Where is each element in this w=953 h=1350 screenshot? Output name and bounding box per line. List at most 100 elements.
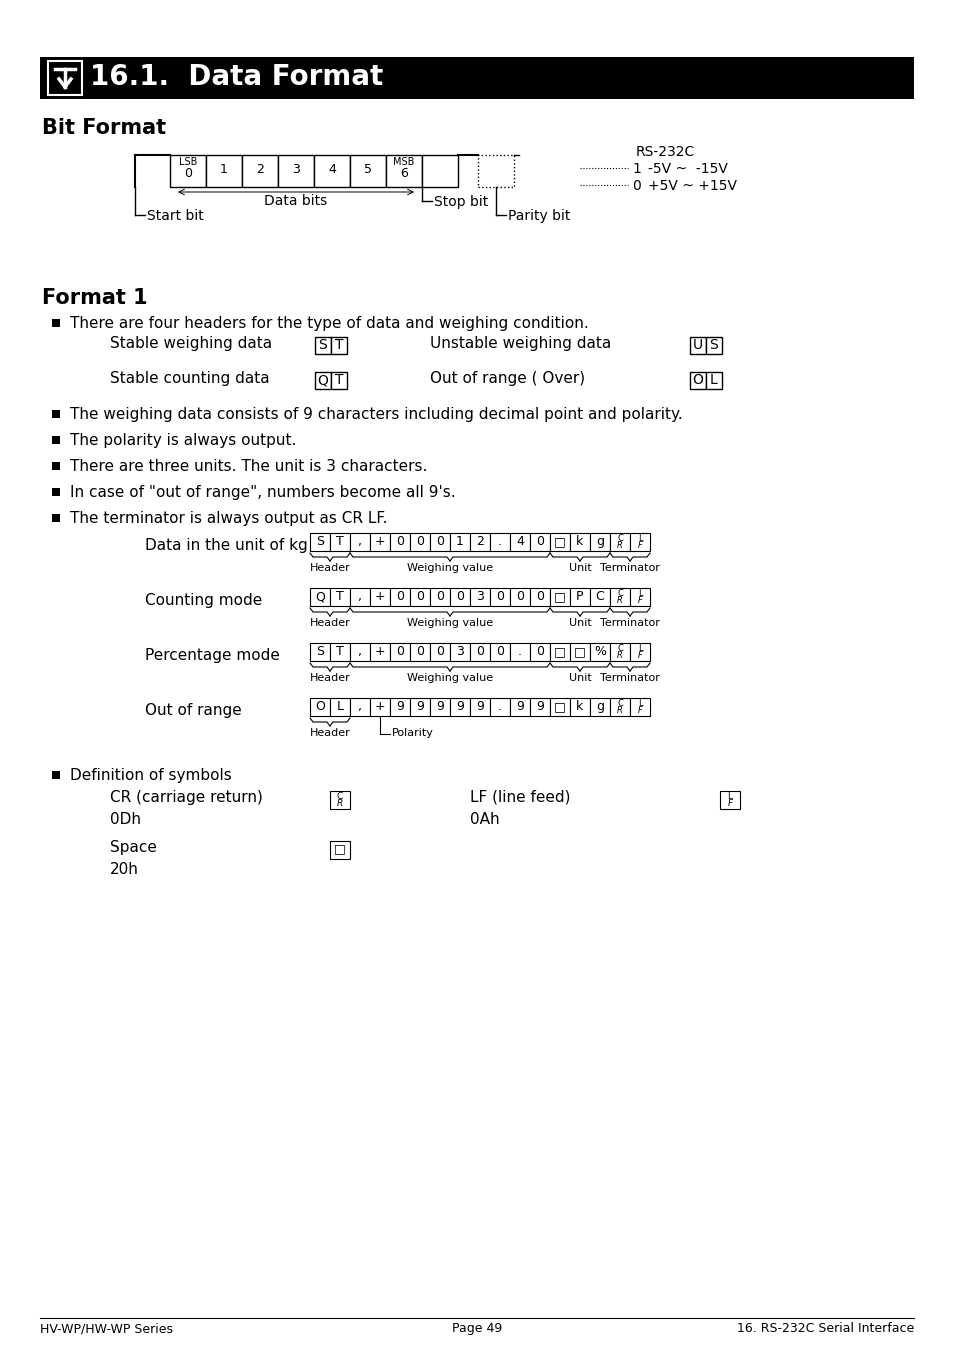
Text: HV-WP/HW-WP Series: HV-WP/HW-WP Series [40, 1322, 172, 1335]
Text: Unstable weighing data: Unstable weighing data [430, 336, 611, 351]
Text: Bit Format: Bit Format [42, 117, 166, 138]
Text: ,: , [357, 645, 361, 657]
Text: □: □ [554, 701, 565, 713]
Text: C: C [617, 644, 622, 653]
Text: 0: 0 [416, 590, 423, 603]
Bar [589, 533, 609, 551]
Bar [330, 791, 350, 809]
Text: L: L [637, 644, 641, 653]
Bar [170, 155, 206, 188]
Bar [470, 643, 490, 662]
Text: k: k [576, 535, 583, 548]
Text: F: F [637, 595, 641, 605]
Text: 5: 5 [364, 163, 372, 176]
Bar [350, 533, 370, 551]
Text: P: P [576, 590, 583, 603]
Bar [490, 643, 510, 662]
Bar [52, 410, 60, 418]
Text: 0: 0 [395, 645, 403, 657]
Bar [470, 589, 490, 606]
Bar [390, 698, 410, 716]
Bar [314, 338, 331, 354]
Text: Stable counting data: Stable counting data [110, 371, 270, 386]
Text: Terminator: Terminator [599, 674, 659, 683]
Text: Header: Header [310, 563, 350, 572]
Text: Weighing value: Weighing value [407, 618, 493, 628]
Text: Terminator: Terminator [599, 618, 659, 628]
Bar [490, 533, 510, 551]
Text: S: S [315, 645, 324, 657]
Text: Weighing value: Weighing value [407, 563, 493, 572]
Text: Header: Header [310, 618, 350, 628]
Text: 4: 4 [328, 163, 335, 176]
Text: Stop bit: Stop bit [434, 194, 488, 209]
Text: S: S [315, 535, 324, 548]
Text: Terminator: Terminator [599, 563, 659, 572]
Bar [330, 643, 350, 662]
Text: The terminator is always output as CR LF.: The terminator is always output as CR LF… [70, 512, 387, 526]
Text: g: g [596, 701, 603, 713]
Bar [330, 533, 350, 551]
Text: 9: 9 [395, 701, 403, 713]
Text: 0: 0 [395, 590, 403, 603]
Text: g: g [596, 535, 603, 548]
Text: Stable weighing data: Stable weighing data [110, 336, 272, 351]
Text: □: □ [334, 842, 346, 855]
Text: Page 49: Page 49 [452, 1322, 501, 1335]
Text: Parity bit: Parity bit [507, 209, 570, 223]
Text: k: k [576, 701, 583, 713]
Text: □: □ [554, 645, 565, 657]
Bar [48, 61, 82, 95]
Bar [550, 698, 569, 716]
Text: Q: Q [314, 590, 325, 603]
Bar [450, 698, 470, 716]
Bar [490, 698, 510, 716]
Text: 0: 0 [436, 645, 443, 657]
Bar [705, 338, 721, 354]
Text: 0: 0 [456, 590, 463, 603]
Text: 1: 1 [456, 535, 463, 548]
Bar [52, 436, 60, 444]
Text: C: C [617, 589, 622, 598]
Text: LF (line feed): LF (line feed) [470, 790, 570, 805]
Text: R: R [617, 595, 622, 605]
Text: +5V ~ +15V: +5V ~ +15V [647, 180, 737, 193]
Bar [330, 589, 350, 606]
Bar [609, 643, 629, 662]
Bar [52, 514, 60, 522]
Text: 4: 4 [516, 535, 523, 548]
Text: 9: 9 [476, 701, 483, 713]
Text: R: R [617, 541, 622, 549]
Text: L: L [637, 535, 641, 543]
Text: 9: 9 [536, 701, 543, 713]
Text: U: U [692, 338, 702, 352]
Bar [569, 698, 589, 716]
Bar [410, 589, 430, 606]
Text: %: % [594, 645, 605, 657]
Text: C: C [617, 535, 622, 543]
Bar [410, 643, 430, 662]
Text: Unit: Unit [568, 618, 591, 628]
Bar [530, 589, 550, 606]
Text: 20h: 20h [110, 863, 139, 878]
Text: L: L [709, 373, 717, 387]
Bar [52, 771, 60, 779]
Bar [350, 155, 386, 188]
Bar [430, 533, 450, 551]
Bar [430, 589, 450, 606]
Text: LSB: LSB [178, 157, 197, 167]
Bar [242, 155, 277, 188]
Bar [609, 589, 629, 606]
Text: 0: 0 [416, 535, 423, 548]
Text: 0: 0 [395, 535, 403, 548]
Bar [550, 589, 569, 606]
Text: R: R [617, 651, 622, 660]
Text: 0: 0 [496, 645, 503, 657]
Text: .: . [497, 701, 501, 713]
Text: Q: Q [317, 373, 328, 387]
Bar [470, 698, 490, 716]
Text: F: F [637, 541, 641, 549]
Text: Definition of symbols: Definition of symbols [70, 768, 232, 783]
Bar [314, 155, 350, 188]
Text: L: L [637, 699, 641, 707]
